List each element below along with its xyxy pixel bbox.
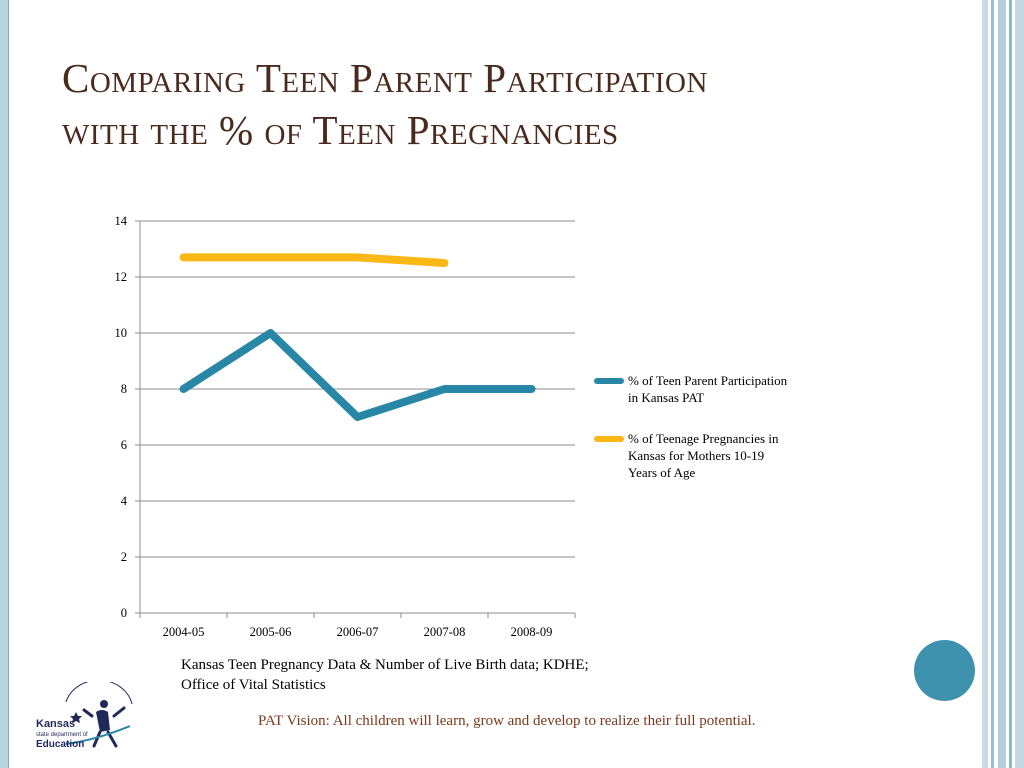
line-chart: 0 2 4 6 8 10 12 14 2004-05 2005-06 2006-07 2007-08 2… [115, 214, 576, 639]
data-point-pregnancies [270, 256, 271, 258]
data-source-line-1: Kansas Teen Pregnancy Data & Number of L… [181, 657, 589, 673]
data-source-note: Kansas Teen Pregnancy Data & Number of L… [181, 655, 741, 695]
series-line-pregnancies [179, 253, 449, 267]
chart-series [179, 253, 536, 421]
y-tick-label: 6 [121, 438, 127, 452]
logo-subtext: state department of [36, 732, 88, 738]
data-point-participation [270, 332, 271, 334]
legend-swatch-participation [594, 378, 624, 384]
legend-label-pregnancies-line-3: Years of Age [628, 465, 696, 480]
y-tick-label: 0 [121, 606, 127, 620]
slide-right-border [978, 0, 1024, 768]
data-point-pregnancies [357, 256, 358, 258]
series-line-participation [179, 329, 536, 421]
slide-title-line-2: with the % of Teen Pregnancies [62, 107, 619, 153]
logo-graphic [65, 679, 133, 748]
legend-label-participation-line-2: in Kansas PAT [628, 390, 705, 405]
decorative-circle [914, 640, 975, 701]
y-tick-label: 2 [121, 550, 127, 564]
y-tick-label: 12 [115, 270, 128, 284]
legend-item-participation: % of Teen Parent Participation in Kansas… [594, 372, 844, 406]
legend-label-participation-line-1: % of Teen Parent Participation [628, 373, 788, 388]
chart-gridlines [140, 220, 575, 614]
data-point-pregnancies [444, 262, 445, 264]
data-point-participation [531, 388, 532, 390]
slide-title: Comparing Teen Parent Participation with… [62, 52, 962, 156]
data-point-participation [183, 388, 184, 390]
data-point-participation [444, 388, 445, 390]
chart-axes [135, 220, 576, 618]
data-source-line-2: Office of Vital Statistics [181, 677, 326, 693]
x-tick-label: 2008-09 [511, 625, 553, 639]
x-tick-label: 2006-07 [337, 625, 379, 639]
slide-left-border [0, 0, 9, 768]
slide-title-line-1: Comparing Teen Parent Participation [62, 55, 708, 101]
pat-vision-statement: PAT Vision: All children will learn, gro… [258, 713, 756, 729]
legend-label-pregnancies-line-2: Kansas for Mothers 10-19 [628, 448, 765, 463]
y-tick-label: 8 [121, 382, 127, 396]
data-point-pregnancies [183, 256, 184, 258]
legend-item-pregnancies: % of Teenage Pregnancies in Kansas for M… [594, 430, 844, 481]
x-tick-label: 2004-05 [163, 625, 205, 639]
y-tick-label: 10 [115, 326, 128, 340]
legend-swatch-pregnancies [594, 436, 624, 442]
kansas-education-logo: Kansas state department of Education [36, 679, 140, 756]
x-tick-label: 2005-06 [250, 625, 292, 639]
legend-label-pregnancies-line-1: % of Teenage Pregnancies in [628, 431, 779, 446]
y-tick-label: 4 [121, 494, 128, 508]
y-tick-label: 14 [115, 214, 128, 228]
chart-tick-labels: 0 2 4 6 8 10 12 14 2004-05 2005-06 2006-07 2007-08 2… [115, 214, 553, 639]
x-tick-label: 2007-08 [424, 625, 466, 639]
data-point-participation [357, 416, 358, 418]
logo-education-text: Education [36, 739, 85, 750]
chart-legend: % of Teen Parent Participation in Kansas… [594, 372, 844, 505]
logo-kansas-text: Kansas [36, 718, 76, 730]
